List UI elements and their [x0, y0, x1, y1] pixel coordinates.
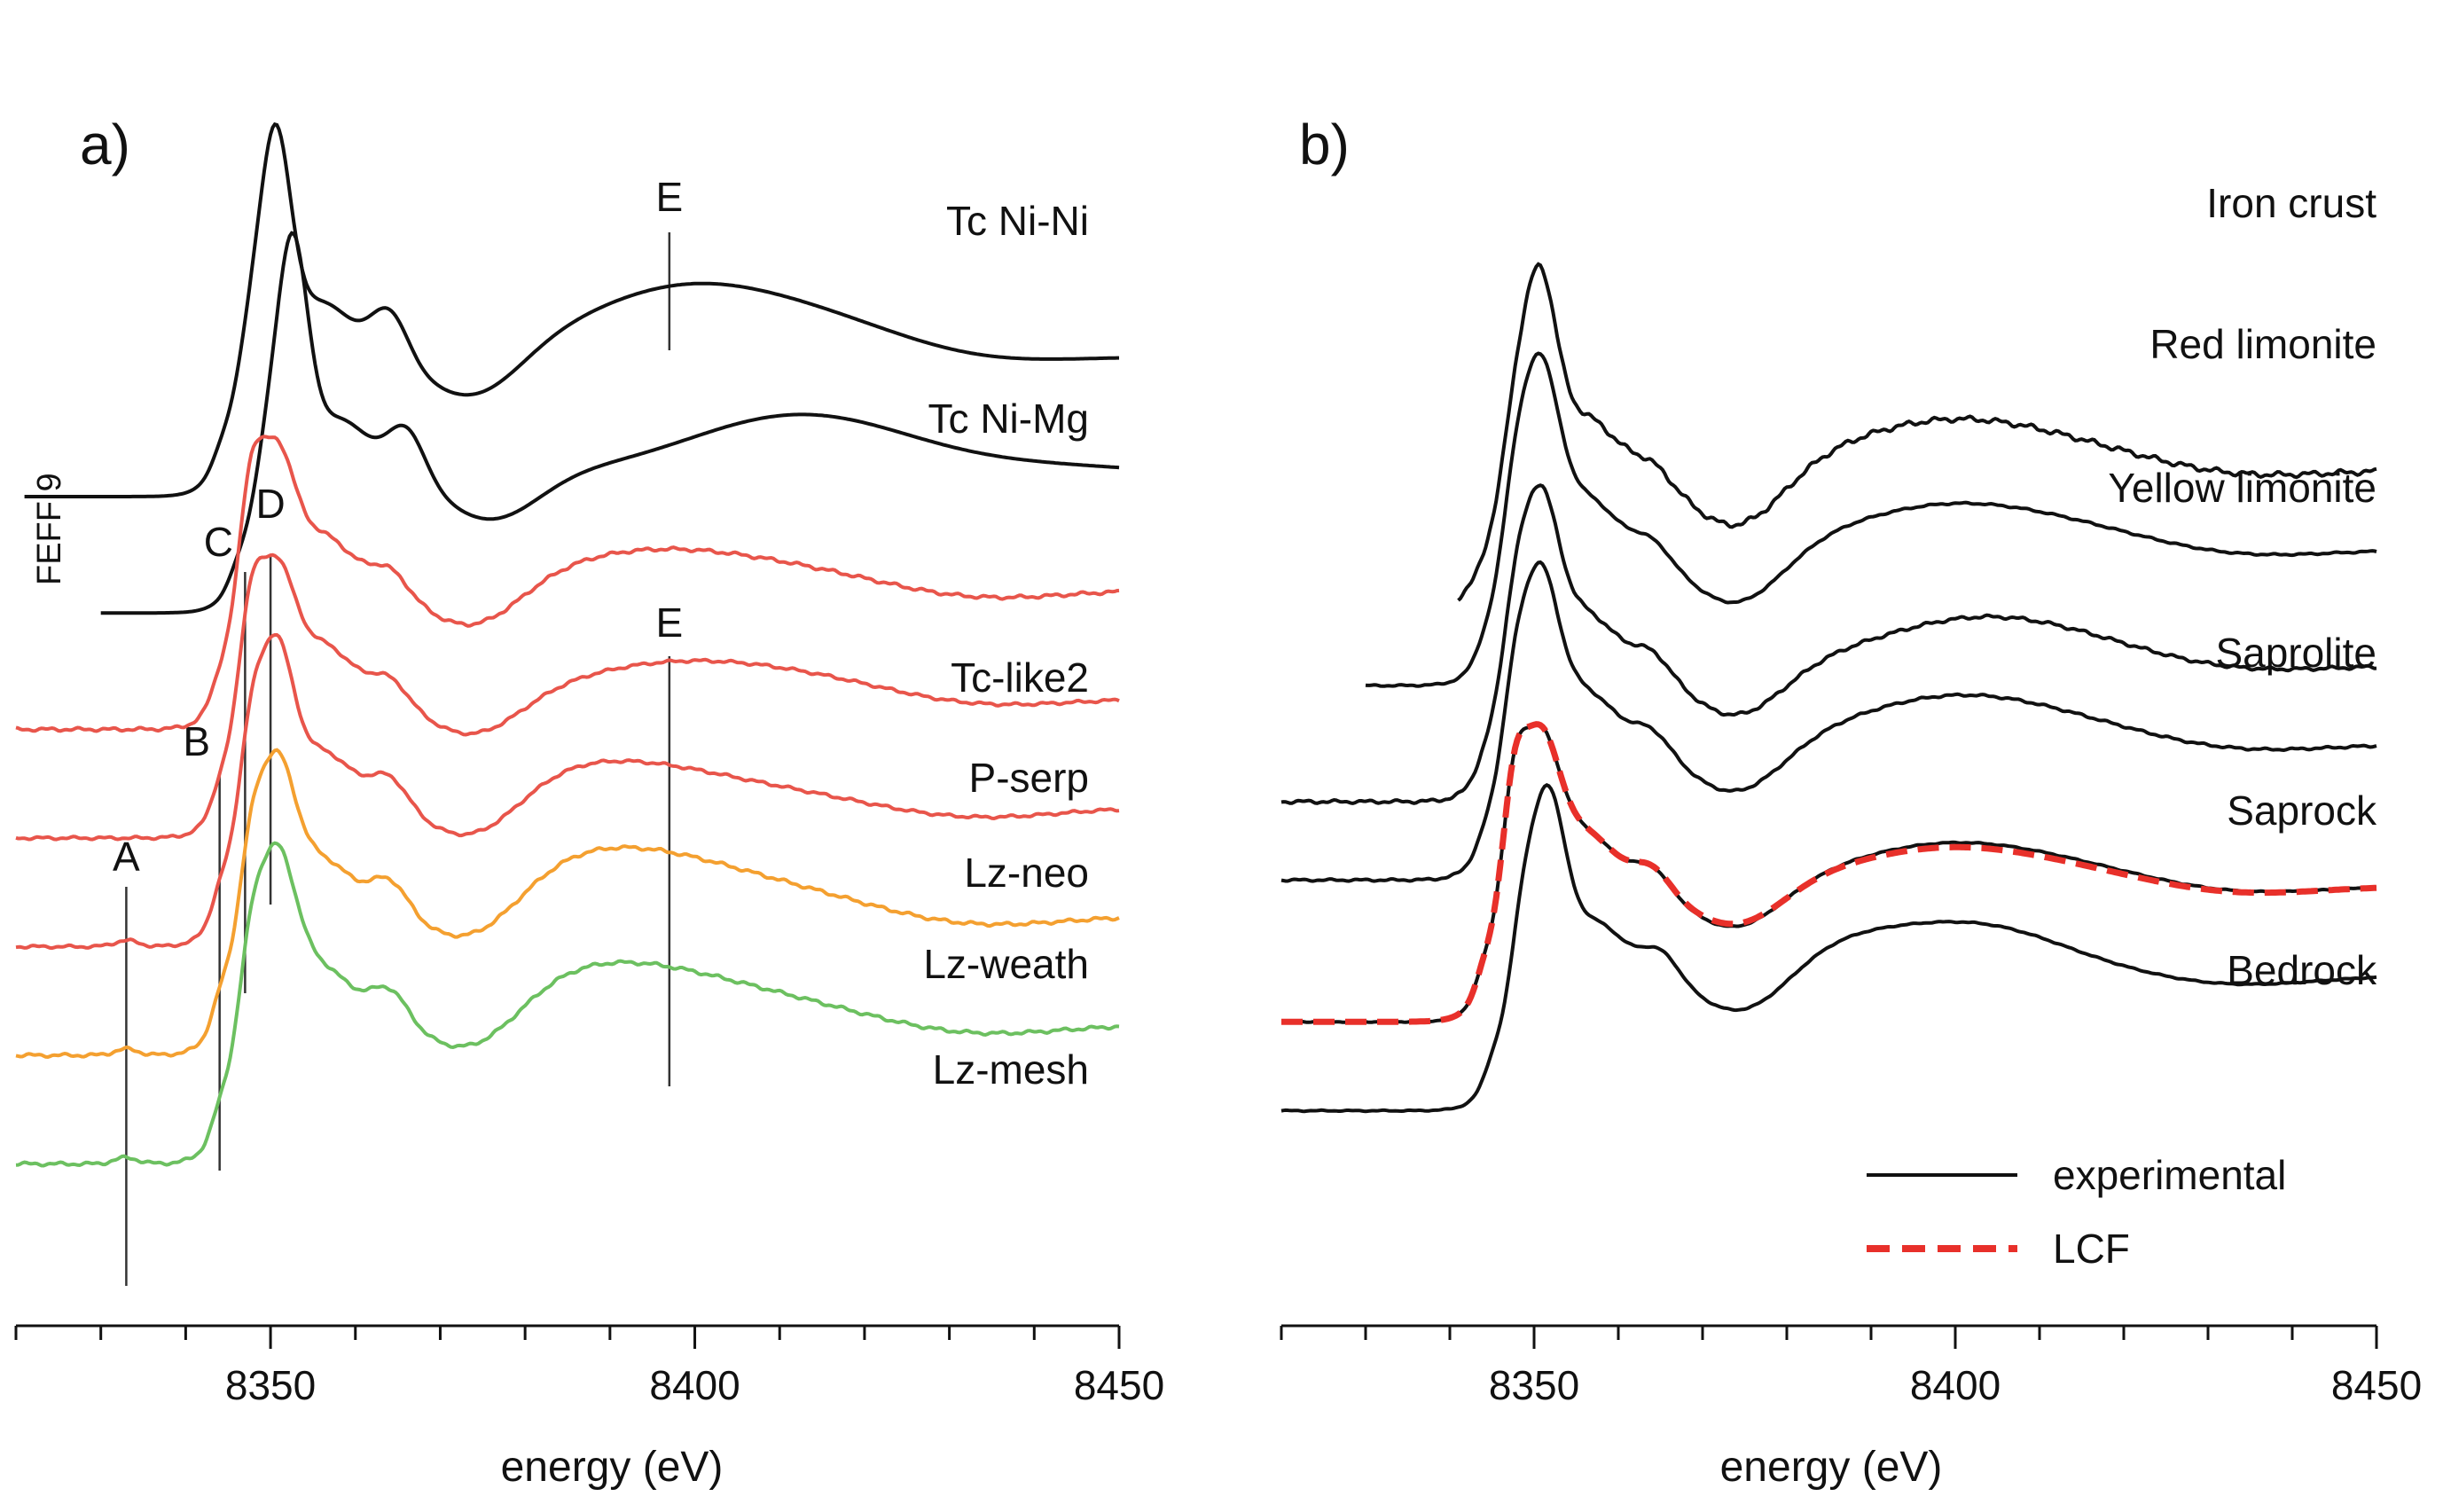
- panel-b: b) Iron crust Red limonite Yellow limonite…: [1280, 113, 2422, 1491]
- feature-marker-label-d: D: [255, 481, 285, 527]
- curve-tc-ni-ni: [24, 121, 1119, 498]
- curve-iron-crust: [1457, 262, 2377, 602]
- curve-lz-neo: [15, 633, 1120, 951]
- label-tc-like2: Tc-like2: [951, 654, 1089, 701]
- label-tc-ni-ni: Tc Ni-Ni: [946, 198, 1089, 244]
- panel-b-x-axis-title: energy (eV): [1720, 1444, 1943, 1491]
- feature-marker-label-c: C: [204, 519, 233, 565]
- legend-experimental-label: experimental: [2053, 1152, 2286, 1198]
- curve-lz-weath: [15, 748, 1120, 1060]
- label-lz-weath: Lz-weath: [923, 941, 1089, 987]
- label-red-limonite: Red limonite: [2149, 321, 2376, 367]
- panel-b-x-axis: 8350 8400 8450: [1280, 1324, 2422, 1408]
- panel-b-tick-label-8450: 8450: [2331, 1362, 2422, 1408]
- label-saprock: Saprock: [2227, 787, 2377, 834]
- feature-marker-label-e: E: [655, 174, 683, 220]
- curve-tc-like2: [15, 435, 1120, 733]
- curve-lz-mesh: [15, 841, 1120, 1168]
- panel-a-tick-label-8350: 8350: [225, 1362, 316, 1408]
- feature-marker-label-a: A: [113, 834, 140, 880]
- feff9-side-label: FEFF 9: [31, 473, 68, 585]
- curve-lcf-saprock-fit: [1281, 721, 2377, 1025]
- panel-a-letter: a): [80, 113, 130, 176]
- curve-tc-ni-mg: [100, 231, 1120, 615]
- label-lz-neo: Lz-neo: [964, 850, 1089, 896]
- label-saprolite: Saprolite: [2215, 630, 2376, 676]
- curve-yellow-limonite: [1280, 483, 2377, 805]
- label-lz-mesh: Lz-mesh: [933, 1046, 1089, 1093]
- label-iron-crust: Iron crust: [2206, 180, 2376, 226]
- legend-lcf-label: LCF: [2053, 1226, 2130, 1272]
- panel-a-tick-label-8400: 8400: [649, 1362, 740, 1408]
- panel-a-x-axis: 8350 8400 8450: [14, 1324, 1164, 1408]
- feature-marker-label-e-lower: E: [655, 599, 683, 646]
- panel-a-curves: Tc Ni-Ni Tc Ni-Mg Tc-like2 P-serp Lz-neo Lz-w…: [15, 121, 1120, 1168]
- panel-b-tick-label-8400: 8400: [1910, 1362, 2001, 1408]
- panel-a-tick-label-8450: 8450: [1074, 1362, 1164, 1408]
- label-p-serp: P-serp: [969, 755, 1089, 801]
- label-bedrock: Bedrock: [2227, 947, 2377, 993]
- panel-a-x-axis-title: energy (eV): [501, 1444, 724, 1491]
- label-tc-ni-mg: Tc Ni-Mg: [928, 396, 1089, 442]
- panel-b-curves: Iron crust Red limonite Yellow limonite Sap…: [1280, 180, 2377, 1114]
- curve-red-limonite: [1365, 351, 2377, 688]
- curve-p-serp: [15, 552, 1120, 842]
- panel-b-letter: b): [1299, 113, 1350, 176]
- label-yellow-limonite: Yellow limonite: [2108, 465, 2376, 511]
- curve-saprolite: [1280, 560, 2377, 883]
- panel-b-tick-label-8350: 8350: [1489, 1362, 1579, 1408]
- curve-bedrock: [1280, 783, 2377, 1114]
- panel-b-legend: experimental LCF: [1867, 1152, 2286, 1272]
